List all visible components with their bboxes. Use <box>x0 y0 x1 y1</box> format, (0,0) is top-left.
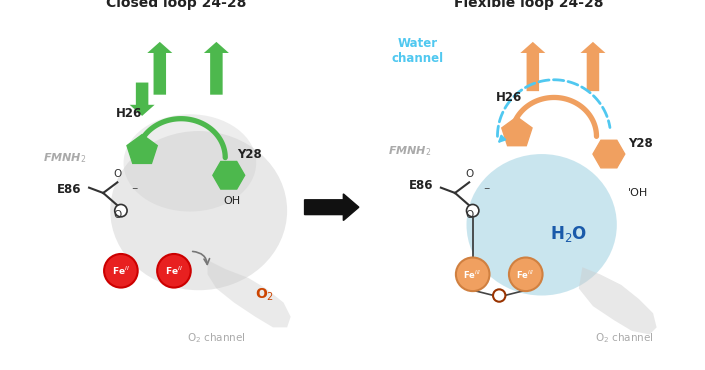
Text: $^{-}$: $^{-}$ <box>484 187 491 197</box>
Text: Fe$^{II}$: Fe$^{II}$ <box>165 265 183 277</box>
Polygon shape <box>213 161 245 189</box>
Circle shape <box>509 258 543 291</box>
Text: O$_2$ channel: O$_2$ channel <box>596 332 654 345</box>
Text: O: O <box>465 169 473 179</box>
Text: FMNH$_2$: FMNH$_2$ <box>43 151 86 165</box>
Circle shape <box>157 254 191 287</box>
Polygon shape <box>579 267 656 334</box>
Polygon shape <box>593 140 625 168</box>
Title: Closed loop 24-28: Closed loop 24-28 <box>106 0 247 10</box>
Text: O: O <box>114 169 121 179</box>
Circle shape <box>104 254 137 287</box>
Polygon shape <box>207 260 290 327</box>
Ellipse shape <box>467 154 617 296</box>
Text: O$_2$: O$_2$ <box>255 287 274 303</box>
Text: H26: H26 <box>496 91 522 104</box>
Circle shape <box>456 258 489 291</box>
Text: E86: E86 <box>409 179 434 192</box>
Text: Fe$^{III}$: Fe$^{III}$ <box>463 268 482 280</box>
Text: O: O <box>114 210 121 220</box>
Circle shape <box>493 289 505 302</box>
Text: Y28: Y28 <box>238 148 262 161</box>
Text: H26: H26 <box>116 107 142 120</box>
Circle shape <box>115 205 127 217</box>
Text: FMNH$_2$: FMNH$_2$ <box>388 144 431 158</box>
Polygon shape <box>502 117 532 146</box>
Text: Y28: Y28 <box>628 137 653 150</box>
Text: Fe$^{III}$: Fe$^{III}$ <box>517 268 535 280</box>
Text: H$_2$O: H$_2$O <box>549 223 587 243</box>
Text: $^{-}$: $^{-}$ <box>132 187 139 197</box>
Text: Water
channel: Water channel <box>392 37 444 65</box>
Ellipse shape <box>110 131 287 290</box>
Title: Flexible loop 24-28: Flexible loop 24-28 <box>453 0 603 10</box>
Circle shape <box>467 205 479 217</box>
Text: O: O <box>465 210 473 220</box>
Text: OH: OH <box>223 196 240 206</box>
Text: Fe$^{II}$: Fe$^{II}$ <box>112 265 130 277</box>
Text: 'OH: 'OH <box>628 188 649 198</box>
Text: E86: E86 <box>57 183 82 196</box>
Ellipse shape <box>123 114 256 212</box>
Text: O$_2$ channel: O$_2$ channel <box>187 332 246 345</box>
Polygon shape <box>127 135 157 164</box>
